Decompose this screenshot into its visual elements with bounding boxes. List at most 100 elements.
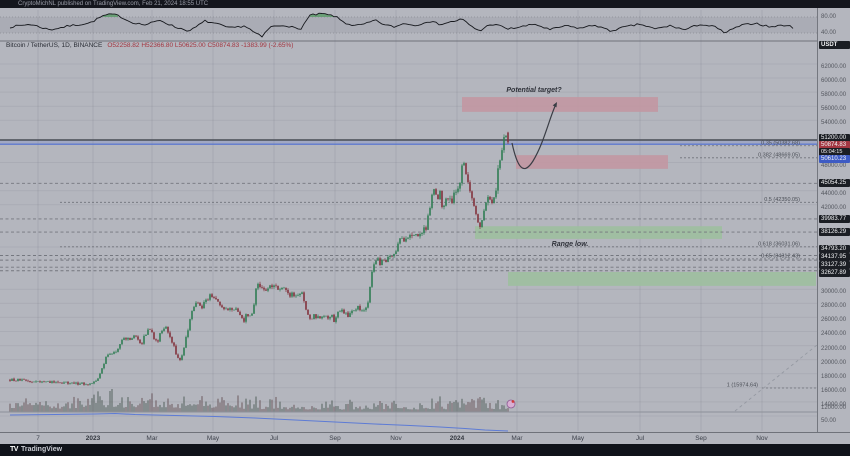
- price-tick: 60000.00: [821, 78, 847, 85]
- candle-body: [211, 294, 213, 297]
- candle-body: [173, 342, 175, 346]
- potential-target-zone: [462, 97, 658, 112]
- candle-body: [133, 335, 135, 339]
- time-scale[interactable]: 7 2023 Mar May Jul Sep Nov 2024 Mar May Jul Sep Nov: [0, 432, 850, 445]
- candlestick-series[interactable]: [9, 131, 509, 386]
- candle-body: [489, 196, 491, 200]
- volume-bar: [117, 404, 119, 412]
- volume-bar: [111, 389, 113, 412]
- candle-body: [483, 210, 485, 221]
- volume-bar: [113, 406, 115, 412]
- volume-bar: [323, 407, 325, 412]
- candle-body: [215, 297, 217, 300]
- candle-body: [209, 294, 211, 300]
- candle-body: [487, 196, 489, 203]
- candle-body: [321, 316, 323, 319]
- volume-bar: [303, 407, 305, 412]
- candle-body: [213, 296, 215, 298]
- candle-body: [135, 335, 137, 337]
- volume-bar: [467, 401, 469, 412]
- event-emoji-marker-dot: [511, 400, 515, 403]
- volume-bar: [429, 409, 431, 412]
- candle-body: [119, 344, 121, 349]
- candle-body: [55, 381, 57, 383]
- volume-bar: [351, 401, 353, 412]
- volume-bar: [321, 403, 323, 412]
- volume-bar: [381, 402, 383, 412]
- publish-info-bar: CryptoMichNL published on TradingView.co…: [0, 0, 850, 8]
- volume-bar: [313, 407, 315, 412]
- volume-bar: [229, 405, 231, 412]
- projection-arrow-head: [552, 102, 557, 108]
- candle-body: [47, 381, 49, 382]
- candle-body: [93, 381, 95, 384]
- candle-body: [25, 379, 27, 381]
- breakout-band: [0, 140, 817, 145]
- candle-body: [235, 308, 237, 310]
- candle-body: [271, 285, 273, 288]
- price-tick: 62000.00: [821, 63, 847, 70]
- candle-body: [297, 295, 299, 296]
- time-tick-sep: Sep: [695, 435, 707, 442]
- volume-bar: [217, 398, 219, 412]
- overbought-fill: [103, 13, 118, 17]
- volume-bar: [347, 403, 349, 412]
- candle-body: [167, 326, 169, 333]
- ohlc-values: O52258.82 H52366.80 L50625.00 C50874.83 …: [107, 42, 294, 49]
- tradingview-logo[interactable]: TV TradingView: [10, 446, 62, 453]
- volume-bar: [141, 397, 143, 412]
- symbol-header[interactable]: Bitcoin / TetherUS, 1D, BINANCE O52258.8…: [6, 42, 293, 50]
- candle-body: [107, 354, 109, 357]
- candle-body: [179, 357, 181, 360]
- candle-body: [53, 381, 55, 383]
- candle-body: [479, 222, 481, 228]
- volume-bar: [359, 406, 361, 412]
- volume-bar: [49, 406, 51, 412]
- candle-body: [369, 286, 371, 303]
- volume-bar: [237, 395, 239, 412]
- candle-body: [447, 198, 449, 200]
- volume-bar: [265, 406, 267, 412]
- candle-body: [137, 336, 139, 340]
- symbol-title[interactable]: Bitcoin / TetherUS, 1D, BINANCE: [6, 42, 103, 49]
- candle-body: [9, 379, 11, 381]
- volume-bar: [159, 404, 161, 412]
- oscillator-pane[interactable]: [0, 12, 817, 38]
- price-badge: 39983.77: [819, 215, 850, 223]
- volume-bar: [391, 402, 393, 412]
- volume-bar: [143, 401, 145, 412]
- volume-bar: [261, 409, 263, 412]
- candle-body: [313, 314, 315, 319]
- volume-bar: [163, 401, 165, 412]
- fib-trendline: [734, 344, 818, 412]
- candle-body: [301, 292, 303, 294]
- candle-body: [267, 288, 269, 291]
- candle-body: [403, 238, 405, 242]
- candle-body: [315, 314, 317, 319]
- volume-bar: [475, 407, 477, 412]
- candle-body: [123, 338, 125, 340]
- volume-bar: [285, 407, 287, 412]
- volume-bar: [105, 407, 107, 412]
- volume-bar: [271, 399, 273, 412]
- candle-body: [417, 234, 419, 237]
- lower-indicator-pane[interactable]: [0, 411, 817, 432]
- price-badge: 32627.89: [819, 269, 850, 277]
- candle-body: [497, 168, 499, 191]
- candle-body: [147, 329, 149, 335]
- candle-body: [223, 307, 225, 310]
- candle-body: [415, 234, 417, 236]
- fib-label-0.35: 0.35 (50382.68): [761, 140, 800, 146]
- volume-bar: [289, 407, 291, 412]
- price-scale[interactable]: USDT 80.00 40.00 62000.00 60000.00 58000.00 56…: [817, 8, 850, 432]
- candle-body: [471, 191, 473, 199]
- volume-bar: [223, 400, 225, 412]
- volume-bar: [477, 398, 479, 412]
- oscillator-upper-tick: 80.00: [821, 13, 837, 20]
- volume-bar: [343, 409, 345, 412]
- volume-bar: [165, 407, 167, 412]
- candle-body: [433, 189, 435, 195]
- price-tick: 58000.00: [821, 92, 847, 99]
- candle-body: [295, 295, 297, 297]
